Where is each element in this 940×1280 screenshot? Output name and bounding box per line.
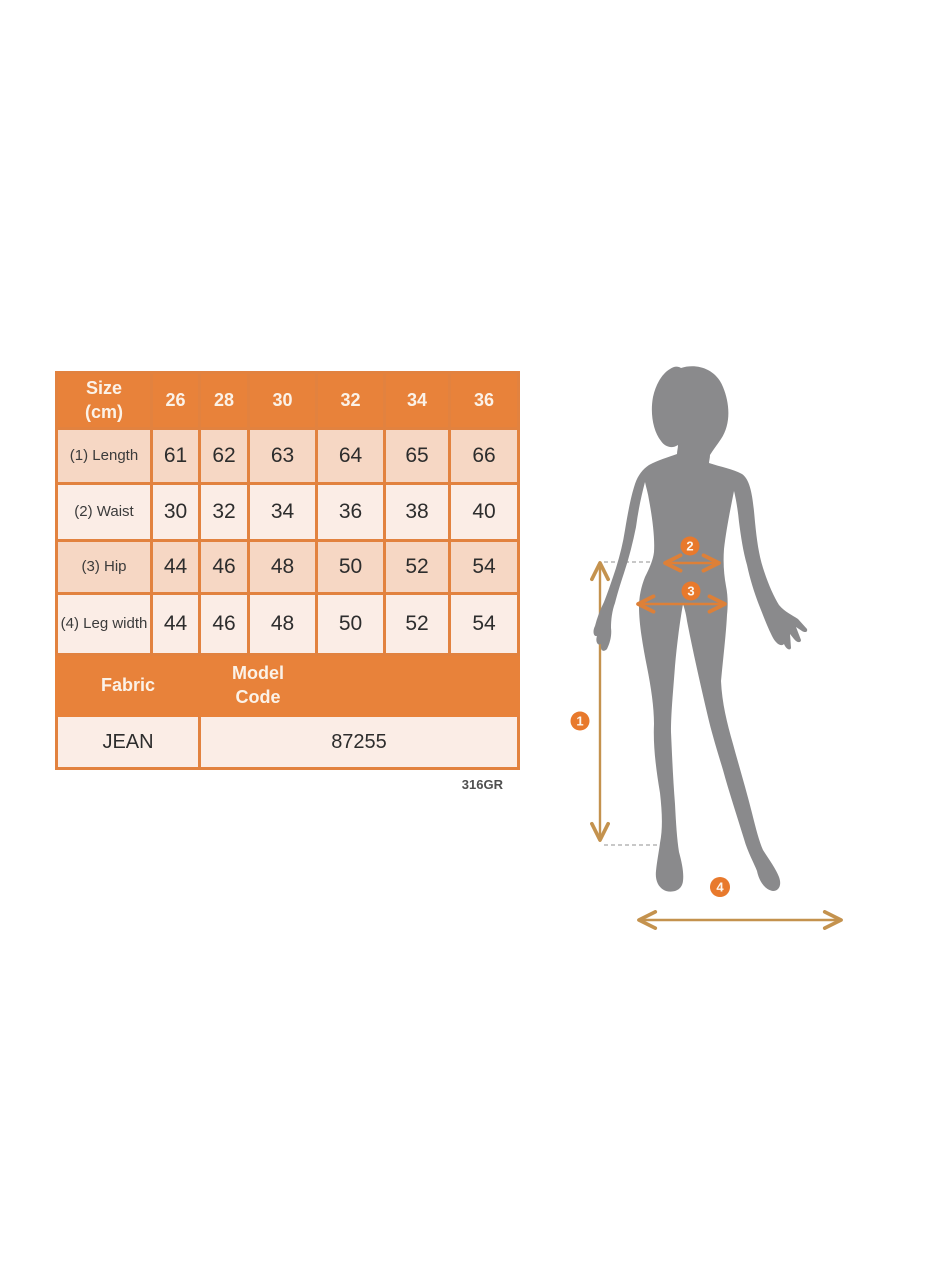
measurement-diagram: 1 2 3 4 <box>570 366 843 930</box>
size-column-header: 36 <box>448 371 520 430</box>
fabric-model-header-row: Fabric Model Code <box>55 653 520 717</box>
size-chart-block: Size (cm) 26 28 30 32 34 36 (1) Length 6… <box>55 371 520 792</box>
model-code-header: Model Code <box>198 653 318 717</box>
cell-value: 36 <box>315 482 386 542</box>
size-column-header: 34 <box>383 371 451 430</box>
cell-value: 38 <box>383 482 451 542</box>
size-unit-header: Size (cm) <box>55 371 153 430</box>
svg-text:1: 1 <box>576 714 583 729</box>
band-filler <box>315 653 520 717</box>
cell-value: 48 <box>247 539 318 595</box>
cell-value: 48 <box>247 592 318 656</box>
row-label: (3) Hip <box>55 539 153 595</box>
cell-value: 52 <box>383 539 451 595</box>
size-column-header: 26 <box>150 371 201 430</box>
size-column-header: 28 <box>198 371 250 430</box>
fabric-header: Fabric <box>55 653 201 717</box>
cell-value: 32 <box>198 482 250 542</box>
cell-value: 66 <box>448 427 520 485</box>
cell-value: 52 <box>383 592 451 656</box>
svg-text:4: 4 <box>716 880 724 895</box>
size-header-row: Size (cm) 26 28 30 32 34 36 <box>55 371 520 430</box>
table-row-waist: (2) Waist 30 32 34 36 38 40 <box>55 482 520 542</box>
marker-3-hip: 3 <box>681 581 701 601</box>
row-label: (2) Waist <box>55 482 153 542</box>
table-row-length: (1) Length 61 62 63 64 65 66 <box>55 427 520 485</box>
model-code-value: 87255 <box>198 714 520 770</box>
table-row-hip: (3) Hip 44 46 48 50 52 54 <box>55 539 520 595</box>
row-label: (4) Leg width <box>55 592 153 656</box>
svg-text:3: 3 <box>687 584 694 599</box>
cell-value: 61 <box>150 427 201 485</box>
cell-value: 54 <box>448 539 520 595</box>
body-silhouette <box>593 366 808 892</box>
fabric-model-value-row: JEAN 87255 <box>55 714 520 770</box>
marker-1-length: 1 <box>570 711 590 731</box>
marker-4-leg-width: 4 <box>710 877 730 897</box>
cell-value: 64 <box>315 427 386 485</box>
cell-value: 50 <box>315 539 386 595</box>
cell-value: 44 <box>150 592 201 656</box>
cell-value: 34 <box>247 482 318 542</box>
cell-value: 50 <box>315 592 386 656</box>
cell-value: 30 <box>150 482 201 542</box>
cell-value: 40 <box>448 482 520 542</box>
size-chart-table: Size (cm) 26 28 30 32 34 36 (1) Length 6… <box>55 371 520 770</box>
size-column-header: 30 <box>247 371 318 430</box>
marker-2-waist: 2 <box>680 536 700 556</box>
row-label: (1) Length <box>55 427 153 485</box>
cell-value: 62 <box>198 427 250 485</box>
cell-value: 44 <box>150 539 201 595</box>
svg-text:2: 2 <box>686 539 693 554</box>
size-column-header: 32 <box>315 371 386 430</box>
table-row-leg-width: (4) Leg width 44 46 48 50 52 54 <box>55 592 520 656</box>
product-code-footnote: 316GR <box>461 777 503 792</box>
fabric-value: JEAN <box>55 714 201 770</box>
cell-value: 54 <box>448 592 520 656</box>
cell-value: 65 <box>383 427 451 485</box>
cell-value: 63 <box>247 427 318 485</box>
cell-value: 46 <box>198 592 250 656</box>
cell-value: 46 <box>198 539 250 595</box>
